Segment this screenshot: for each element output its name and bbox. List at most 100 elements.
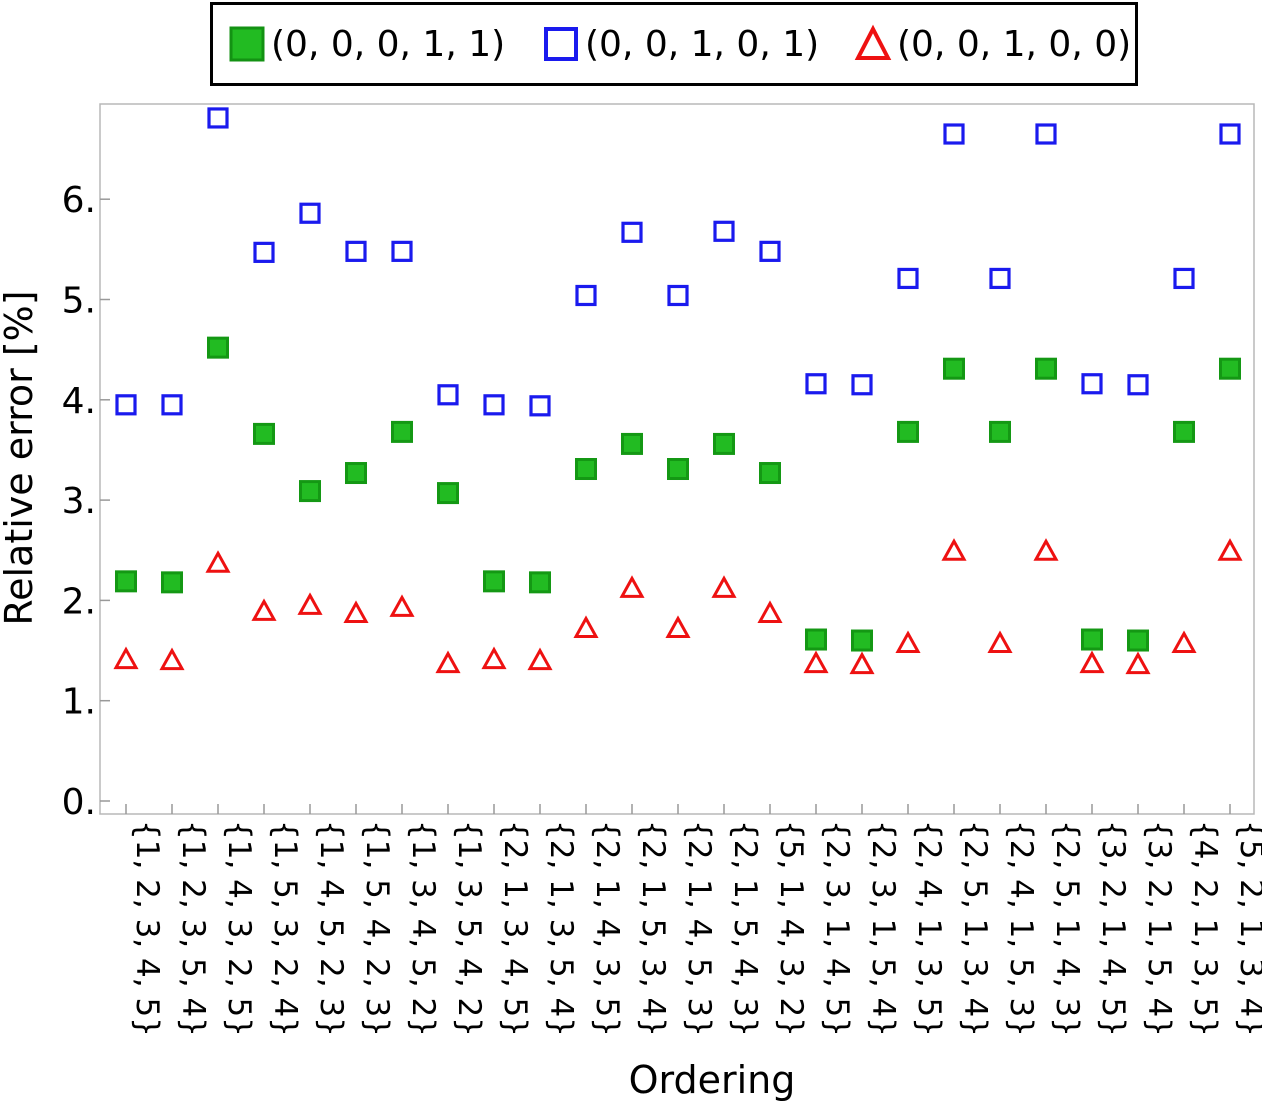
x-axis-label: Ordering [629,1058,796,1101]
data-marks [113,107,1243,675]
data-point [529,571,551,594]
data-point [1219,357,1241,380]
data-point [115,570,137,593]
data-point [527,647,553,671]
data-point [805,373,827,395]
data-point [851,629,873,652]
data-point [757,600,783,623]
x-tick-label: {4, 2, 1, 3, 5} [1187,820,1223,1037]
data-point [1171,630,1197,654]
series-2 [115,107,1241,417]
x-tick-label: {1, 2, 3, 4, 5} [129,820,165,1037]
data-point [575,458,597,481]
y-tick-label: 1. [62,682,96,723]
data-point [665,615,691,638]
data-point [575,284,597,307]
data-point [1081,373,1103,395]
data-point [849,651,875,675]
data-point [161,394,183,416]
y-tick-label: 2. [62,581,96,622]
x-tick-label: {1, 4, 3, 2, 5} [221,820,257,1037]
data-point [435,650,461,674]
data-point [941,538,967,561]
x-tick-label: {5, 2, 1, 3, 4} [1233,820,1262,1037]
x-tick-label: {2, 4, 1, 5, 3} [1003,820,1039,1037]
y-tick-label: 3. [62,481,96,522]
data-point [205,550,231,573]
data-point [161,571,183,594]
x-tick-label: {2, 1, 3, 4, 5} [497,820,533,1037]
data-point [619,575,645,598]
data-point [1217,538,1243,561]
data-point [207,107,229,129]
data-point [253,422,275,445]
x-tick-label: {1, 3, 4, 5, 2} [405,820,441,1037]
filled-square-icon [229,26,265,62]
series-3 [113,538,1243,675]
x-tick-label: {2, 1, 5, 3, 4} [635,820,671,1037]
data-point [667,284,689,307]
legend-label-series-1: (0, 0, 0, 1, 1) [271,23,506,65]
x-tick-label: {1, 3, 5, 4, 2} [451,820,487,1037]
data-point [529,395,551,417]
open-square-icon [544,27,578,61]
data-point [851,374,873,396]
data-point [621,221,643,243]
data-point [1035,123,1057,145]
legend: (0, 0, 0, 1, 1) (0, 0, 1, 0, 1) (0, 0, 1… [210,2,1138,86]
data-point [711,575,737,598]
data-point [437,384,459,406]
data-point [483,570,505,593]
y-axis-label: Relative error [%] [0,290,41,625]
x-tick-label: {2, 3, 1, 4, 5} [819,820,855,1037]
data-point [159,647,185,671]
x-tick-label: {2, 1, 5, 4, 3} [727,820,763,1037]
x-tick-label: {2, 4, 1, 3, 5} [911,820,947,1037]
data-point [759,462,781,485]
data-point [621,432,643,455]
data-point [391,240,413,262]
x-tick-label: {2, 1, 4, 3, 5} [589,820,625,1037]
data-point [251,598,277,621]
legend-item-series-2: (0, 0, 1, 0, 1) [541,5,819,83]
y-axis: 0. 1. 2. 3. 4. 5. 6. [62,180,110,823]
data-point [1079,650,1105,674]
data-point [713,432,735,455]
data-point [481,646,507,670]
x-tick-label: {3, 2, 1, 5, 4} [1141,820,1177,1037]
data-point [667,458,689,481]
data-point [759,240,781,262]
series-1 [115,336,1241,652]
data-point [1173,420,1195,443]
data-point [897,420,919,443]
x-tick-label: {3, 2, 1, 4, 5} [1095,820,1131,1037]
y-tick-label: 6. [62,180,96,221]
data-point [113,646,139,670]
data-point [345,462,367,485]
data-point [895,630,921,654]
legend-item-series-3: (0, 0, 1, 0, 0) [853,5,1131,83]
data-point [345,240,367,262]
y-tick-label: 4. [62,381,96,422]
data-point [115,394,137,416]
legend-item-series-1: (0, 0, 0, 1, 1) [227,5,505,83]
data-point [987,630,1013,654]
x-tick-label: {2, 5, 1, 3, 4} [957,820,993,1037]
data-point [805,628,827,651]
plot-frame [99,103,1255,815]
data-point [713,220,735,242]
data-point [1035,357,1057,380]
x-tick-label: {1, 5, 3, 2, 4} [267,820,303,1037]
data-point [1127,629,1149,652]
data-point [989,267,1011,290]
data-point [943,357,965,380]
data-point [1219,123,1241,145]
data-point [297,592,323,615]
y-tick-label: 0. [62,782,96,823]
x-tick-label: {5, 1, 4, 3, 2} [773,820,809,1037]
open-triangle-icon [854,24,892,60]
x-tick-label: {2, 1, 4, 5, 3} [681,820,717,1037]
data-point [897,267,919,290]
